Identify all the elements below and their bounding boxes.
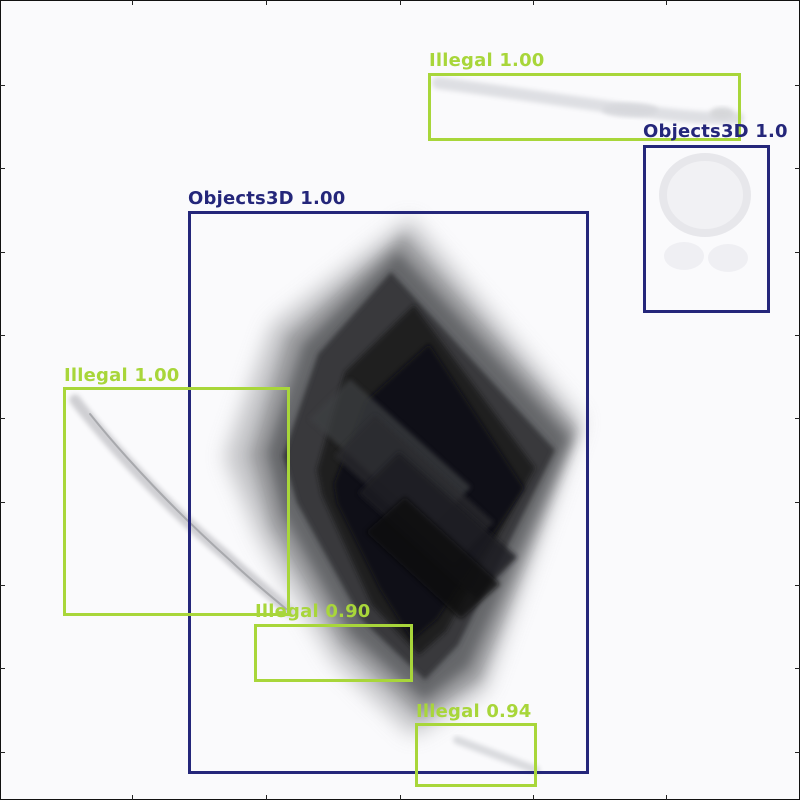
tick-bottom [400, 795, 401, 800]
tick-right [795, 585, 800, 586]
tick-top [266, 0, 267, 5]
objects3d-main-label: Objects3D 1.00 [188, 188, 346, 209]
tick-right [795, 418, 800, 419]
tick-right [795, 668, 800, 669]
right-faint-object [659, 153, 751, 272]
tick-top [533, 0, 534, 5]
tick-left [0, 168, 5, 169]
illegal-top-label: Illegal 1.00 [429, 50, 545, 71]
tick-top [400, 0, 401, 5]
tick-left [0, 335, 5, 336]
tick-left [0, 585, 5, 586]
tick-right [795, 168, 800, 169]
illegal-lower-middle-label: Illegal 0.90 [255, 601, 371, 622]
tick-left [0, 418, 5, 419]
tick-right [795, 752, 800, 753]
objects3d-top-right-label: Objects3D 1.0 [643, 121, 788, 142]
tick-right [795, 85, 800, 86]
tick-left [0, 502, 5, 503]
objects3d-top-right-box [643, 145, 770, 313]
tick-bottom [533, 795, 534, 800]
tick-right [795, 502, 800, 503]
illegal-left-label: Illegal 1.00 [64, 365, 180, 386]
illegal-bottom-label: Illegal 0.94 [416, 701, 532, 722]
tick-bottom [132, 795, 133, 800]
objects3d-main-box [188, 211, 589, 774]
tick-left [0, 252, 5, 253]
illegal-top-box [428, 73, 741, 141]
illegal-bottom-box [415, 723, 537, 787]
tick-right [795, 252, 800, 253]
main-object-stripes [309, 379, 517, 619]
tick-top [132, 0, 133, 5]
diagonal-thin-object [69, 394, 296, 618]
tick-left [0, 752, 5, 753]
tick-left [0, 85, 5, 86]
tick-bottom [666, 795, 667, 800]
top-faint-object [432, 77, 744, 125]
bottom-faint-object [453, 736, 540, 774]
tick-left [0, 668, 5, 669]
tick-right [795, 335, 800, 336]
tick-bottom [266, 795, 267, 800]
illegal-lower-middle-box [254, 624, 413, 682]
illegal-left-box [63, 387, 290, 616]
tick-top [666, 0, 667, 5]
